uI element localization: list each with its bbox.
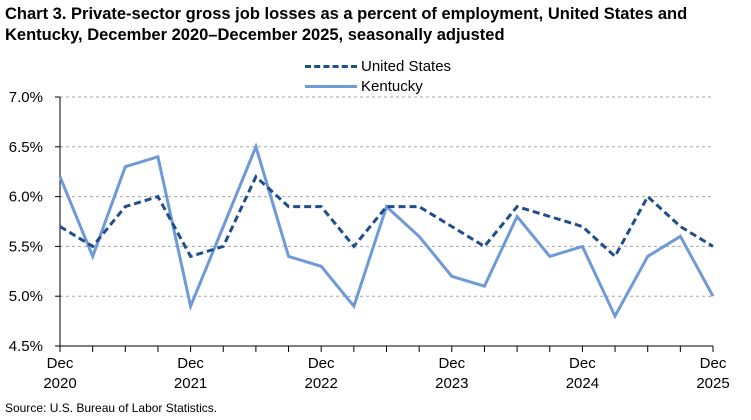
x-tick-label-year: 2022 xyxy=(305,375,338,392)
y-tick-label: 6.5% xyxy=(9,139,43,156)
x-tick-label-year: 2024 xyxy=(566,375,599,392)
x-tick-label-month: Dec xyxy=(569,355,596,372)
y-tick-label: 6.0% xyxy=(9,189,43,206)
x-tick-label-year: 2025 xyxy=(696,375,729,392)
series-line-kentucky xyxy=(58,142,715,320)
legend-label-kentucky: Kentucky xyxy=(361,77,423,95)
legend-label-united-states: United States xyxy=(361,57,452,75)
y-tick-label: 5.5% xyxy=(9,238,43,255)
x-tick-label-month: Dec xyxy=(47,355,74,372)
y-tick-label: 4.5% xyxy=(9,338,43,355)
legend-item-united-states: United States xyxy=(305,56,451,76)
chart-legend: United States Kentucky xyxy=(305,56,451,96)
x-tick-label-year: 2021 xyxy=(174,375,207,392)
x-tick-label-month: Dec xyxy=(438,355,465,372)
y-tick-label: 5.0% xyxy=(9,288,43,305)
y-tick-label: 7.0% xyxy=(9,89,43,106)
x-tick-label-month: Dec xyxy=(308,355,335,372)
source-note: Source: U.S. Bureau of Labor Statistics. xyxy=(5,401,218,415)
chart-title: Chart 3. Private-sector gross job losses… xyxy=(5,5,688,44)
axes xyxy=(55,96,714,352)
series-line-united-states xyxy=(59,174,714,259)
x-tick-label-year: 2020 xyxy=(43,375,76,392)
gridlines xyxy=(60,96,713,297)
series-lines xyxy=(58,142,715,320)
legend-item-kentucky: Kentucky xyxy=(305,76,451,96)
legend-swatch-united-states xyxy=(305,64,357,68)
x-tick-label-month: Dec xyxy=(177,355,204,372)
x-tick-label-year: 2023 xyxy=(435,375,468,392)
x-tick-label-month: Dec xyxy=(700,355,727,372)
tick-labels: 7.0%6.5%6.0%5.5%5.0%4.5%Dec2020Dec2021De… xyxy=(9,89,730,392)
legend-swatch-kentucky xyxy=(305,84,357,88)
